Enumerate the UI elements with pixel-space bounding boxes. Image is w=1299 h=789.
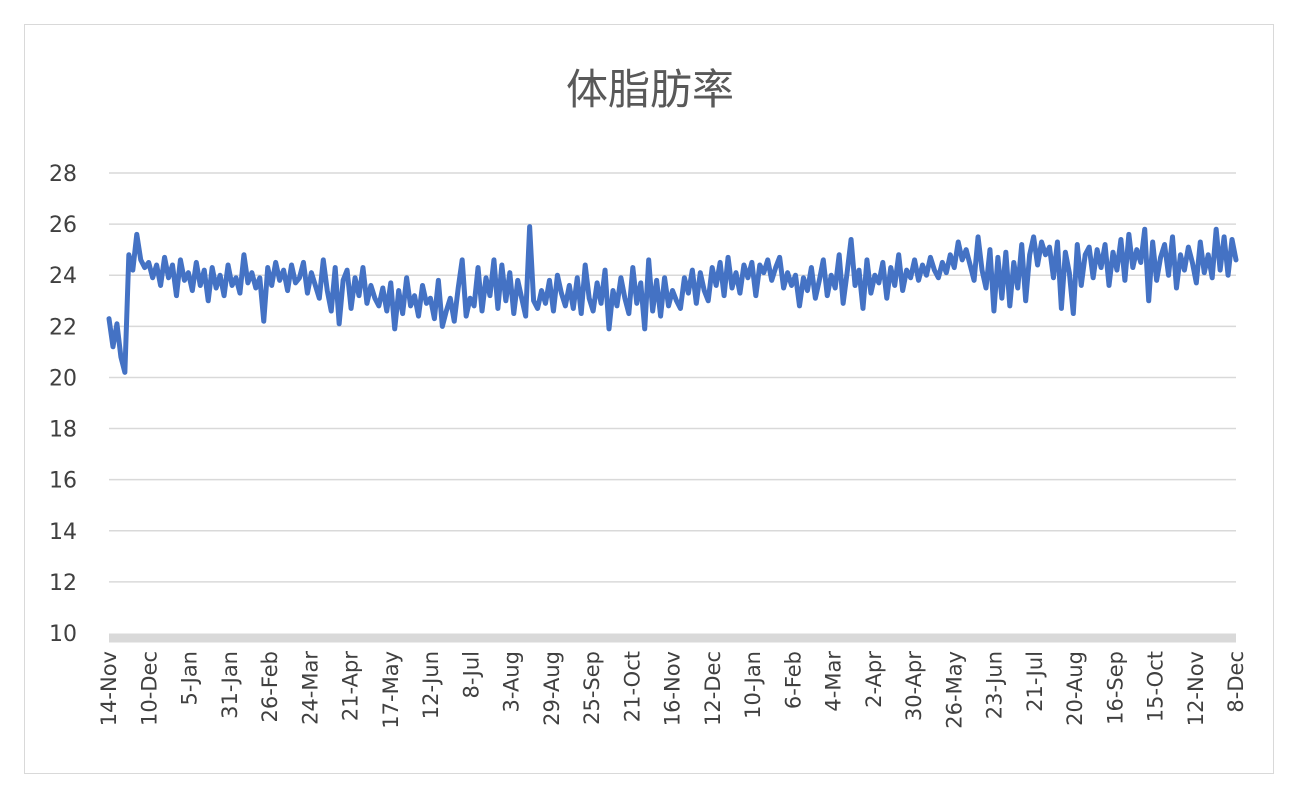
x-tick-label: 4-Mar <box>822 651 846 712</box>
x-tick-label: 21-Apr <box>339 651 363 722</box>
x-tick-label: 10-Jan <box>741 651 765 719</box>
x-tick-label: 17-May <box>379 651 403 729</box>
x-tick-label: 8-Jul <box>459 651 483 698</box>
y-tick-label: 28 <box>49 162 77 187</box>
x-tick-label: 23-Jun <box>983 651 1007 719</box>
x-tick-label: 16-Sep <box>1103 651 1127 725</box>
y-tick-label: 26 <box>49 213 77 238</box>
grid-lines <box>109 172 1236 643</box>
x-tick-label: 15-Oct <box>1144 651 1168 722</box>
chart-title: 体脂肪率 <box>566 65 734 114</box>
y-tick-label: 20 <box>49 366 77 391</box>
x-tick-label: 21-Oct <box>620 651 644 722</box>
y-tick-label: 18 <box>49 418 77 443</box>
x-tick-label: 29-Aug <box>540 651 564 726</box>
series-line <box>106 224 1239 375</box>
x-tick-label: 5-Jan <box>178 651 202 705</box>
x-tick-label: 20-Aug <box>1063 651 1087 726</box>
x-tick-label: 26-Feb <box>258 651 282 722</box>
x-tick-label: 24-Mar <box>298 651 322 725</box>
x-tick-label: 12-Nov <box>1184 651 1208 726</box>
x-tick-label: 26-May <box>942 651 966 729</box>
x-tick-label: 30-Apr <box>902 651 926 722</box>
y-tick-label: 22 <box>49 315 77 340</box>
x-tick-label: 8-Dec <box>1224 651 1248 713</box>
y-tick-label: 12 <box>49 571 77 596</box>
x-tick-label: 14-Nov <box>97 651 121 726</box>
y-tick-label: 14 <box>49 520 77 545</box>
x-tick-label: 6-Feb <box>781 651 805 709</box>
x-tick-label: 10-Dec <box>137 651 161 726</box>
x-tick-label: 16-Nov <box>661 651 685 726</box>
x-tick-label: 2-Apr <box>862 651 886 708</box>
chart-frame: 体脂肪率 10 12 14 16 18 20 22 24 26 28 14-Nov 10-Dec 5-… <box>24 24 1274 774</box>
y-tick-label: 10 <box>49 622 77 647</box>
x-tick-label: 12-Jun <box>419 651 443 719</box>
x-axis: 14-Nov 10-Dec 5-Jan 31-Jan 26-Feb 24-Mar 21-Ap… <box>97 651 1248 729</box>
line-chart: 体脂肪率 10 12 14 16 18 20 22 24 26 28 14-Nov 10-Dec 5-… <box>49 65 1248 729</box>
x-tick-label: 25-Sep <box>580 651 604 725</box>
y-axis: 10 12 14 16 18 20 22 24 26 28 <box>49 162 77 647</box>
y-tick-label: 16 <box>49 469 77 494</box>
y-tick-label: 24 <box>49 264 77 289</box>
x-tick-label: 21-Jul <box>1023 651 1047 712</box>
x-tick-label: 31-Jan <box>218 651 242 719</box>
x-tick-label: 12-Dec <box>701 651 725 726</box>
series-layer <box>106 224 1239 375</box>
x-tick-label: 3-Aug <box>500 651 524 712</box>
